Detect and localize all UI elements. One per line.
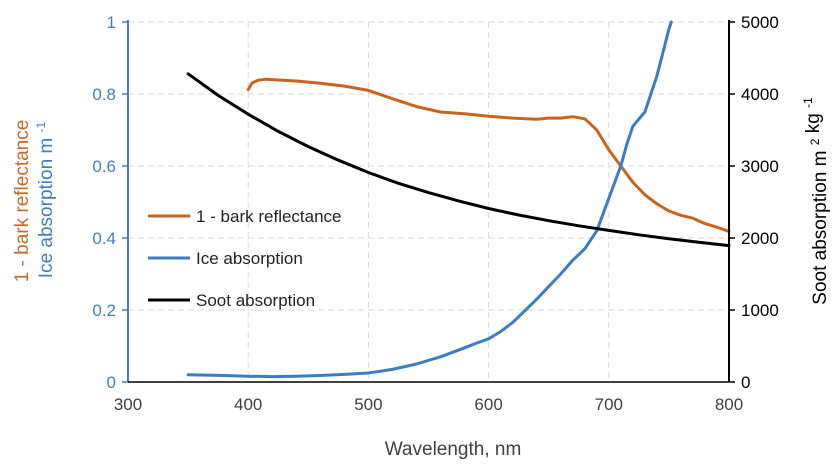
tick-labels: 300 400 500 600 700 800 0 0.2 0.4 0.6 0.8 1 0 1000 200… (92, 13, 778, 414)
x-tick-label: 400 (234, 395, 262, 414)
soot-absorption-line (186, 72, 731, 248)
right-axis-title-unit1: m (810, 151, 831, 167)
left-axis-title-ice-name: Ice absorption (36, 159, 57, 278)
x-tick-label: 800 (715, 395, 743, 414)
bark-reflectance-line (246, 77, 731, 233)
left-axis-title-bark: 1 - bark reflectance (12, 120, 33, 283)
left-tick-label: 0.4 (92, 229, 116, 248)
left-axis-title-ice-unit-exp: -1 (34, 121, 48, 132)
right-tick-label: 5000 (741, 13, 779, 32)
x-tick-label: 600 (474, 395, 502, 414)
left-tick-label: 0 (107, 373, 116, 392)
x-axis-title: Wavelength, nm (385, 439, 522, 460)
ice-absorption-line (186, 20, 673, 379)
right-tick-label: 2000 (741, 229, 779, 248)
series-lines (186, 20, 731, 379)
right-axis-title-name: Soot absorption (810, 172, 831, 305)
right-axis-title-unit2: kg (803, 113, 824, 133)
left-tick-label: 0.6 (92, 157, 116, 176)
legend-label-soot: Soot absorption (196, 291, 315, 310)
legend-label-ice: Ice absorption (196, 249, 303, 268)
x-tick-label: 300 (114, 395, 142, 414)
axes (127, 20, 730, 383)
left-axis-title-ice: Ice absorption m -1 (34, 121, 57, 278)
legend-label-bark: 1 - bark reflectance (196, 207, 342, 226)
x-tick-label: 700 (595, 395, 623, 414)
right-axis-title-unit1-exp: 2 (808, 138, 822, 145)
right-tick-label: 4000 (741, 85, 779, 104)
x-tick-label: 500 (354, 395, 382, 414)
legend: 1 - bark reflectance Ice absorption Soot… (148, 207, 342, 310)
left-tick-label: 0.2 (92, 301, 116, 320)
right-axis-title: Soot absorption m 2 kg -1 (801, 97, 831, 305)
right-tick-label: 0 (741, 373, 750, 392)
left-tick-label: 0.8 (92, 85, 116, 104)
left-axis-title-ice-unit: m (36, 138, 57, 154)
gridlines (128, 21, 729, 382)
right-axis-title-unit2-exp: -1 (801, 97, 815, 108)
right-tick-label: 3000 (741, 157, 779, 176)
left-tick-label: 1 (107, 13, 116, 32)
right-tick-label: 1000 (741, 301, 779, 320)
